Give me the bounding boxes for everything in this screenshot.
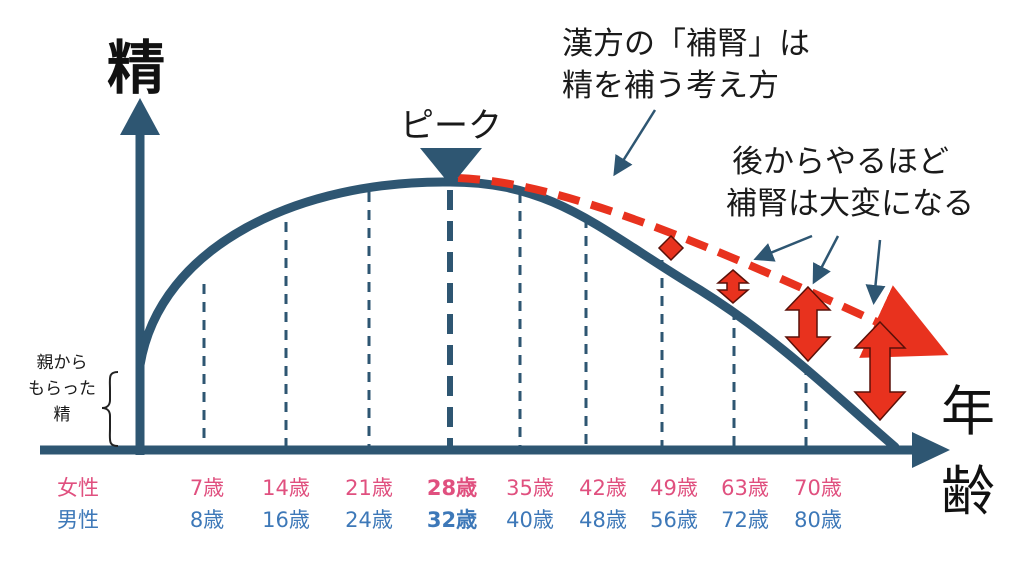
later-pointer-2 <box>812 235 840 285</box>
essence-curve <box>135 177 900 452</box>
gap-arrow-70 <box>784 285 832 363</box>
age-gridlines <box>202 192 808 446</box>
female-age: 49歳 <box>650 476 698 500</box>
x-axis-arrowhead <box>912 432 950 468</box>
male-age: 24歳 <box>345 508 393 532</box>
inherited-line-3: 精 <box>54 405 71 425</box>
peak-label: ピーク <box>400 106 502 146</box>
kampo-note-line-2: 精を補う考え方 <box>562 68 779 104</box>
male-age: 72歳 <box>721 508 769 532</box>
x-axis-label-2: 齢 <box>941 460 995 523</box>
inherited-line-1: 親から <box>37 353 88 373</box>
y-axis-arrowhead <box>120 98 160 135</box>
inherited-line-2: もらった <box>28 379 96 399</box>
female-age: 7歳 <box>190 476 224 500</box>
y-axis-label: 精 <box>107 34 165 102</box>
female-age-labels: 7歳 14歳 21歳 28歳 35歳 42歳 49歳 63歳 70歳 <box>190 476 842 500</box>
x-axis-label-1: 年 <box>941 380 995 443</box>
female-age: 70歳 <box>794 476 842 500</box>
male-age: 8歳 <box>190 508 224 532</box>
gap-arrows <box>657 234 907 422</box>
gap-arrow-63 <box>715 269 751 304</box>
male-age-peak: 32歳 <box>427 508 477 532</box>
ideal-essence-dashed-line <box>457 174 949 358</box>
kampo-pointer <box>613 109 657 177</box>
later-note-line-1: 後からやるほど <box>732 144 949 180</box>
female-age-peak: 28歳 <box>427 476 477 500</box>
later-note-line-2: 補腎は大変になる <box>726 186 974 222</box>
female-age: 63歳 <box>721 476 769 500</box>
later-pointer-1 <box>753 234 813 262</box>
inherited-essence-brace <box>101 371 119 447</box>
annotation-pointers <box>613 109 886 305</box>
male-label: 男性 <box>57 508 99 532</box>
later-pointer-3 <box>865 239 886 305</box>
gap-arrow-80 <box>853 320 907 422</box>
male-age-labels: 8歳 16歳 24歳 32歳 40歳 48歳 56歳 72歳 80歳 <box>190 508 842 532</box>
female-age: 35歳 <box>506 476 554 500</box>
male-age: 40歳 <box>506 508 554 532</box>
female-age: 21歳 <box>345 476 393 500</box>
kampo-note-line-1: 漢方の「補腎」は <box>562 26 810 62</box>
female-age: 42歳 <box>579 476 627 500</box>
female-label: 女性 <box>57 476 99 500</box>
male-age: 48歳 <box>579 508 627 532</box>
female-age: 14歳 <box>262 476 310 500</box>
male-age: 56歳 <box>650 508 698 532</box>
male-age: 80歳 <box>794 508 842 532</box>
male-age: 16歳 <box>262 508 310 532</box>
peak-marker-triangle <box>420 148 482 186</box>
gap-arrow-49 <box>657 234 685 262</box>
